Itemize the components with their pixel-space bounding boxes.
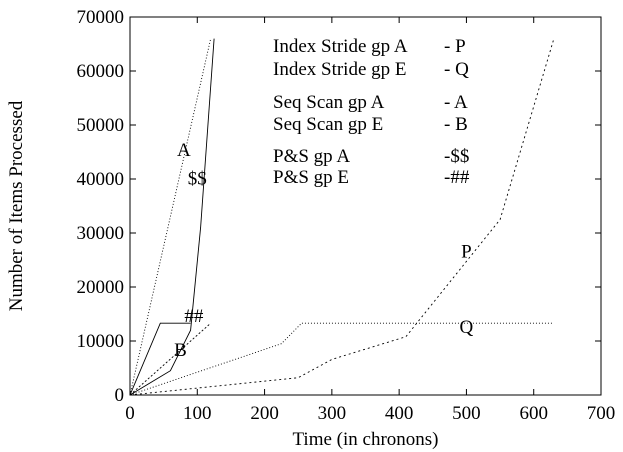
- series-tag-4: $$: [188, 168, 207, 189]
- legend-label-2: Seq Scan gp A: [273, 92, 385, 113]
- series-tags: P Q A B $$ ##: [174, 140, 473, 361]
- x-axis-title: Time (in chronons): [292, 429, 438, 450]
- series-line-1: [129, 322, 554, 396]
- legend-label-5: P&S gp E: [273, 167, 349, 188]
- legend-marker-1: - Q: [444, 59, 469, 80]
- series-tag-2: A: [177, 140, 191, 161]
- y-tick-label: 20000: [77, 277, 125, 298]
- series-line-4: [129, 38, 215, 396]
- x-tick-label: 0: [125, 403, 135, 424]
- y-axis-title: Number of Items Processed: [6, 100, 27, 311]
- y-tick-label: 40000: [77, 169, 125, 190]
- legend-marker-3: - B: [444, 114, 468, 135]
- legend-marker-5: -##: [444, 167, 470, 188]
- x-tick-label: 500: [452, 403, 481, 424]
- legend-marker-2: - A: [444, 92, 468, 113]
- legend-label-3: Seq Scan gp E: [273, 114, 383, 135]
- y-tick-label: 50000: [77, 115, 125, 136]
- x-tick-label: 600: [519, 403, 548, 424]
- legend: Index Stride gp A - P Index Stride gp E - Q…: [273, 36, 470, 188]
- legend-label-0: Index Stride gp A: [273, 36, 408, 57]
- x-tick-label: 200: [250, 403, 279, 424]
- x-tick-label: 400: [385, 403, 414, 424]
- y-tick-label: 70000: [77, 7, 125, 28]
- y-tick-label: 30000: [77, 223, 125, 244]
- x-tick-label: 100: [183, 403, 212, 424]
- y-tick-label: 0: [115, 385, 125, 406]
- legend-label-1: Index Stride gp E: [273, 59, 407, 80]
- y-tick-label: 10000: [77, 331, 125, 352]
- legend-marker-0: - P: [444, 36, 466, 57]
- series-tag-1: Q: [460, 317, 474, 338]
- x-tick-label: 700: [587, 403, 616, 424]
- x-tick-label: 300: [318, 403, 347, 424]
- series-line-5: [129, 322, 191, 396]
- series-line-2: [129, 38, 212, 396]
- series-lines: [129, 38, 555, 396]
- legend-label-4: P&S gp A: [273, 146, 350, 167]
- legend-marker-4: -$$: [444, 146, 469, 167]
- y-tick-label: 60000: [77, 61, 125, 82]
- series-line-0: [129, 38, 555, 396]
- series-tag-3: B: [174, 340, 187, 361]
- series-line-3: [129, 322, 211, 396]
- plot-frame: [129, 16, 602, 396]
- series-tag-0: P: [461, 241, 472, 262]
- series-tag-5: ##: [184, 306, 204, 327]
- axes: 0 100 200 300 400 500 600 700 0 10000 20000 30000 40…: [77, 7, 616, 424]
